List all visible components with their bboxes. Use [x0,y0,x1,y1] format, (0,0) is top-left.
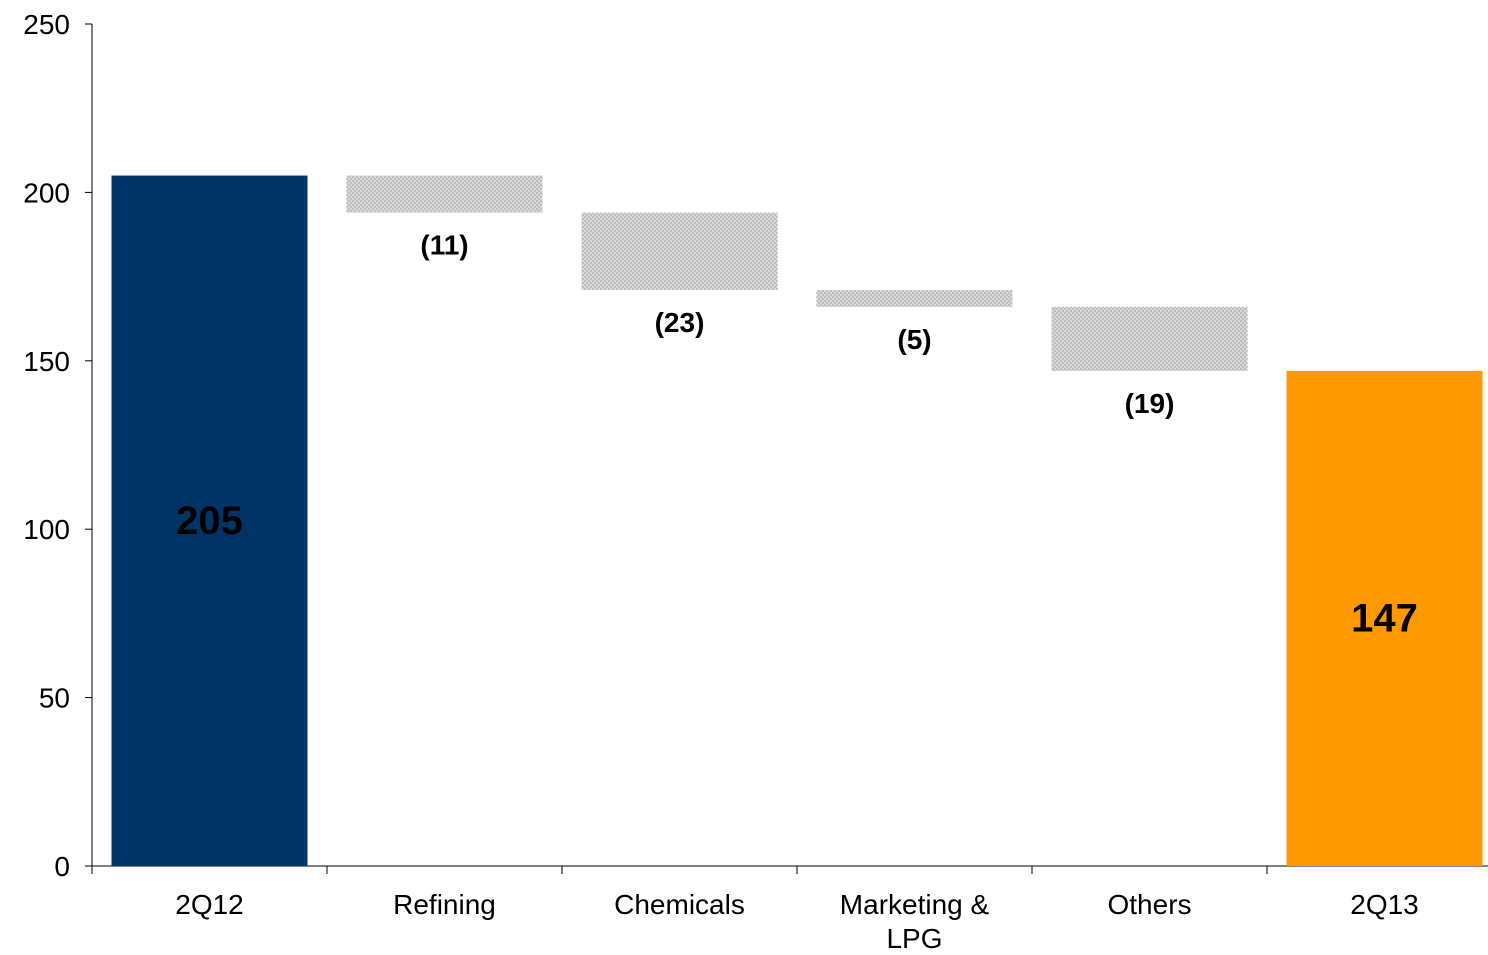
bars [111,175,1483,866]
x-category-label: 2Q12 [175,889,244,920]
bar-start-total [111,175,308,866]
delta-value-label: (5) [897,324,931,355]
y-tick-label: 100 [23,514,70,545]
bar-delta [346,175,543,213]
delta-value-label: (19) [1125,388,1175,419]
bar-value-label: 147 [1351,596,1418,640]
y-tick-label: 250 [23,9,70,40]
y-tick-label: 50 [39,683,70,714]
bar-delta [581,212,778,291]
bar-delta [1051,306,1248,371]
delta-value-label: (23) [655,307,705,338]
data-labels: 205 (11) (23) (5) (19) 147 [176,230,1418,641]
axes: 0 50 100 150 200 250 2Q12 Refining Chemicals Mark… [23,9,1488,954]
y-tick-label: 0 [54,851,70,882]
x-category-label: Refining [393,889,496,920]
y-tick-label: 150 [23,346,70,377]
x-category-label: Others [1107,889,1191,920]
x-category-label: 2Q13 [1350,889,1419,920]
bar-delta [816,290,1013,307]
bar-end-total [1286,370,1483,866]
y-tick-label: 200 [23,177,70,208]
x-category-label: Marketing & LPG [840,889,990,954]
x-category-label: Chemicals [614,889,745,920]
delta-value-label: (11) [420,230,468,261]
bar-value-label: 205 [176,499,243,543]
